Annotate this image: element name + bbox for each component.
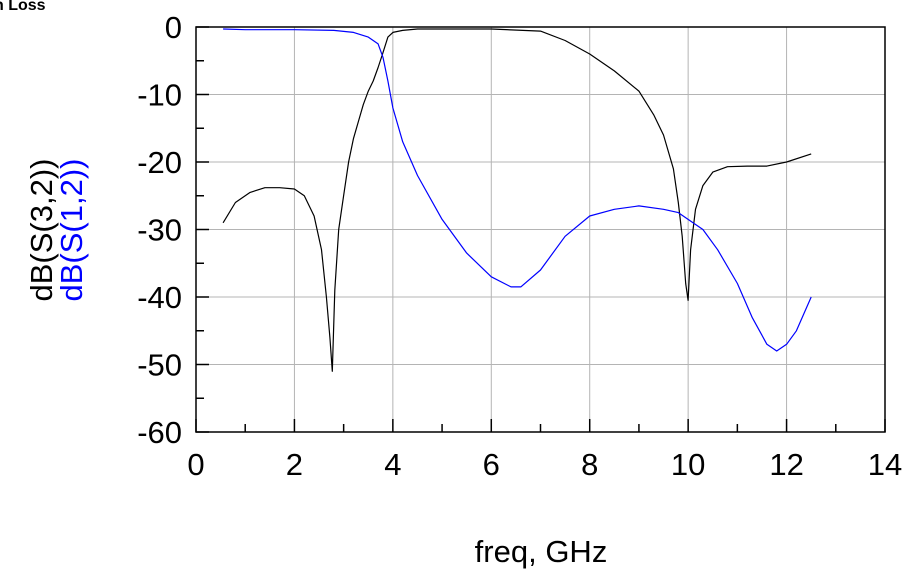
x-tick-label: 2 [286,447,303,482]
y-tick-label: -50 [137,348,182,383]
y-axis-title-series-2: dB(S(1,2)) [54,159,89,302]
x-tick-label: 0 [187,447,204,482]
y-tick-label: -40 [137,280,182,315]
x-tick-label: 14 [868,447,902,482]
plot-frame [195,26,886,433]
y-tick-label: -30 [137,213,182,248]
x-tick-label: 4 [384,447,401,482]
y-tick-label: -20 [137,145,182,180]
x-tick-labels: 0 2 4 6 8 10 12 14 [187,447,902,482]
x-tick-label: 12 [769,447,803,482]
series-line-1 [222,28,812,372]
x-tick-label: 10 [671,447,705,482]
series-group [222,28,812,372]
x-tick-label: 8 [581,447,598,482]
y-tick-label: -10 [137,78,182,113]
y-tick-labels: 0 -10 -20 -30 -40 -50 -60 [137,10,182,450]
series-line-2 [223,28,812,352]
grid [195,26,886,433]
x-axis-title: freq, GHz [475,534,608,569]
y-axis-title-series-1: dB(S(3,2)) [24,159,59,302]
x-tick-label: 6 [483,447,500,482]
y-tick-label: -60 [137,415,182,450]
y-tick-label: 0 [165,10,182,45]
y-axis-titles: dB(S(3,2)) dB(S(1,2)) [24,159,89,302]
chart-title: n Loss [0,0,46,14]
